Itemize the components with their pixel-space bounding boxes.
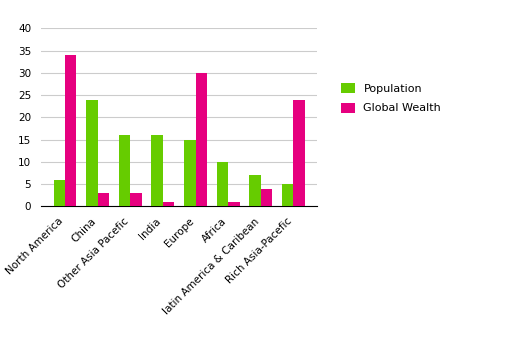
- Bar: [98, 193, 109, 206]
- Bar: [196, 73, 207, 206]
- Bar: [54, 180, 65, 206]
- Bar: [217, 162, 228, 206]
- Bar: [65, 55, 76, 206]
- Bar: [184, 140, 196, 206]
- Legend: Population, Global Wealth: Population, Global Wealth: [337, 79, 445, 118]
- Bar: [152, 135, 163, 206]
- Bar: [119, 135, 130, 206]
- Bar: [249, 175, 261, 206]
- Bar: [228, 202, 240, 206]
- Bar: [86, 100, 98, 206]
- Bar: [130, 193, 142, 206]
- Bar: [163, 202, 174, 206]
- Bar: [282, 184, 293, 206]
- Bar: [293, 100, 305, 206]
- Bar: [261, 189, 272, 206]
